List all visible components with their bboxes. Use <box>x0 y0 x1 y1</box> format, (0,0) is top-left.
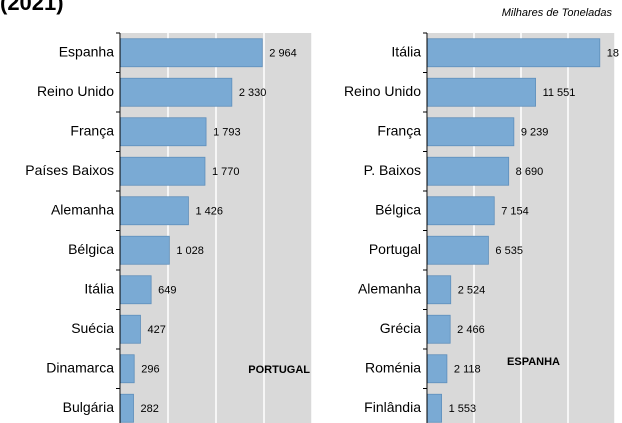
bar <box>426 314 451 344</box>
value-label: 2 118 <box>454 364 481 376</box>
value-label: 1 028 <box>176 245 204 257</box>
category-label: Bélgica <box>68 241 114 257</box>
value-label: 7 154 <box>501 206 529 218</box>
value-label: 9 239 <box>521 127 549 139</box>
category-label: Finlândia <box>364 399 421 415</box>
bar <box>119 393 134 423</box>
category-label: França <box>70 122 114 138</box>
category-label: Espanha <box>59 43 114 59</box>
bar <box>426 275 452 305</box>
chart-title: (2021) <box>0 0 64 15</box>
bar <box>119 38 263 68</box>
value-label: 18 382 <box>607 48 622 60</box>
category-label: Itália <box>391 43 421 59</box>
category-label: Alemanha <box>51 201 114 217</box>
category-label: França <box>377 122 421 138</box>
bar <box>119 156 206 186</box>
bar <box>426 117 515 147</box>
bar <box>426 156 510 186</box>
category-label: Roménia <box>365 359 421 375</box>
category-label: Alemanha <box>358 280 421 296</box>
category-label: Países Baixos <box>25 162 114 178</box>
value-label: 282 <box>141 403 159 415</box>
value-label: 11 551 <box>543 87 576 99</box>
bar <box>119 77 233 107</box>
value-label: 1 770 <box>212 166 240 178</box>
value-label: 1 426 <box>195 206 223 218</box>
value-label: 2 524 <box>458 285 486 297</box>
bar <box>119 196 189 226</box>
bar <box>426 235 489 265</box>
value-label: 296 <box>141 364 159 376</box>
category-label: Portugal <box>369 241 421 257</box>
chart-annotation: PORTUGAL <box>248 364 310 376</box>
category-label: Itália <box>84 280 114 296</box>
bar <box>119 354 135 384</box>
category-label: Bélgica <box>375 201 421 217</box>
value-label: 427 <box>147 324 165 336</box>
value-label: 2 330 <box>239 87 267 99</box>
value-label: 649 <box>158 285 176 297</box>
chart-annotation: ESPANHA <box>507 356 560 368</box>
bar <box>426 354 448 384</box>
bar <box>426 77 536 107</box>
bar <box>426 196 495 226</box>
value-label: 1 553 <box>449 403 477 415</box>
value-label: 6 535 <box>495 245 523 257</box>
bar <box>426 393 442 423</box>
bar <box>119 235 170 265</box>
category-label: Dinamarca <box>46 359 114 375</box>
bar <box>119 117 207 147</box>
category-label: Bulgária <box>63 399 115 415</box>
category-label: P. Baixos <box>364 162 421 178</box>
category-label: Reino Unido <box>37 83 114 99</box>
subtitle: Milhares de Toneladas <box>502 7 613 19</box>
category-label: Reino Unido <box>344 83 421 99</box>
value-label: 1 793 <box>213 127 241 139</box>
value-label: 2 466 <box>457 324 485 336</box>
bar <box>426 38 601 68</box>
value-label: 8 690 <box>516 166 544 178</box>
bar <box>119 314 141 344</box>
category-label: Grécia <box>380 320 421 336</box>
bar <box>119 275 152 305</box>
value-label: 2 964 <box>269 48 297 60</box>
category-label: Suécia <box>71 320 114 336</box>
